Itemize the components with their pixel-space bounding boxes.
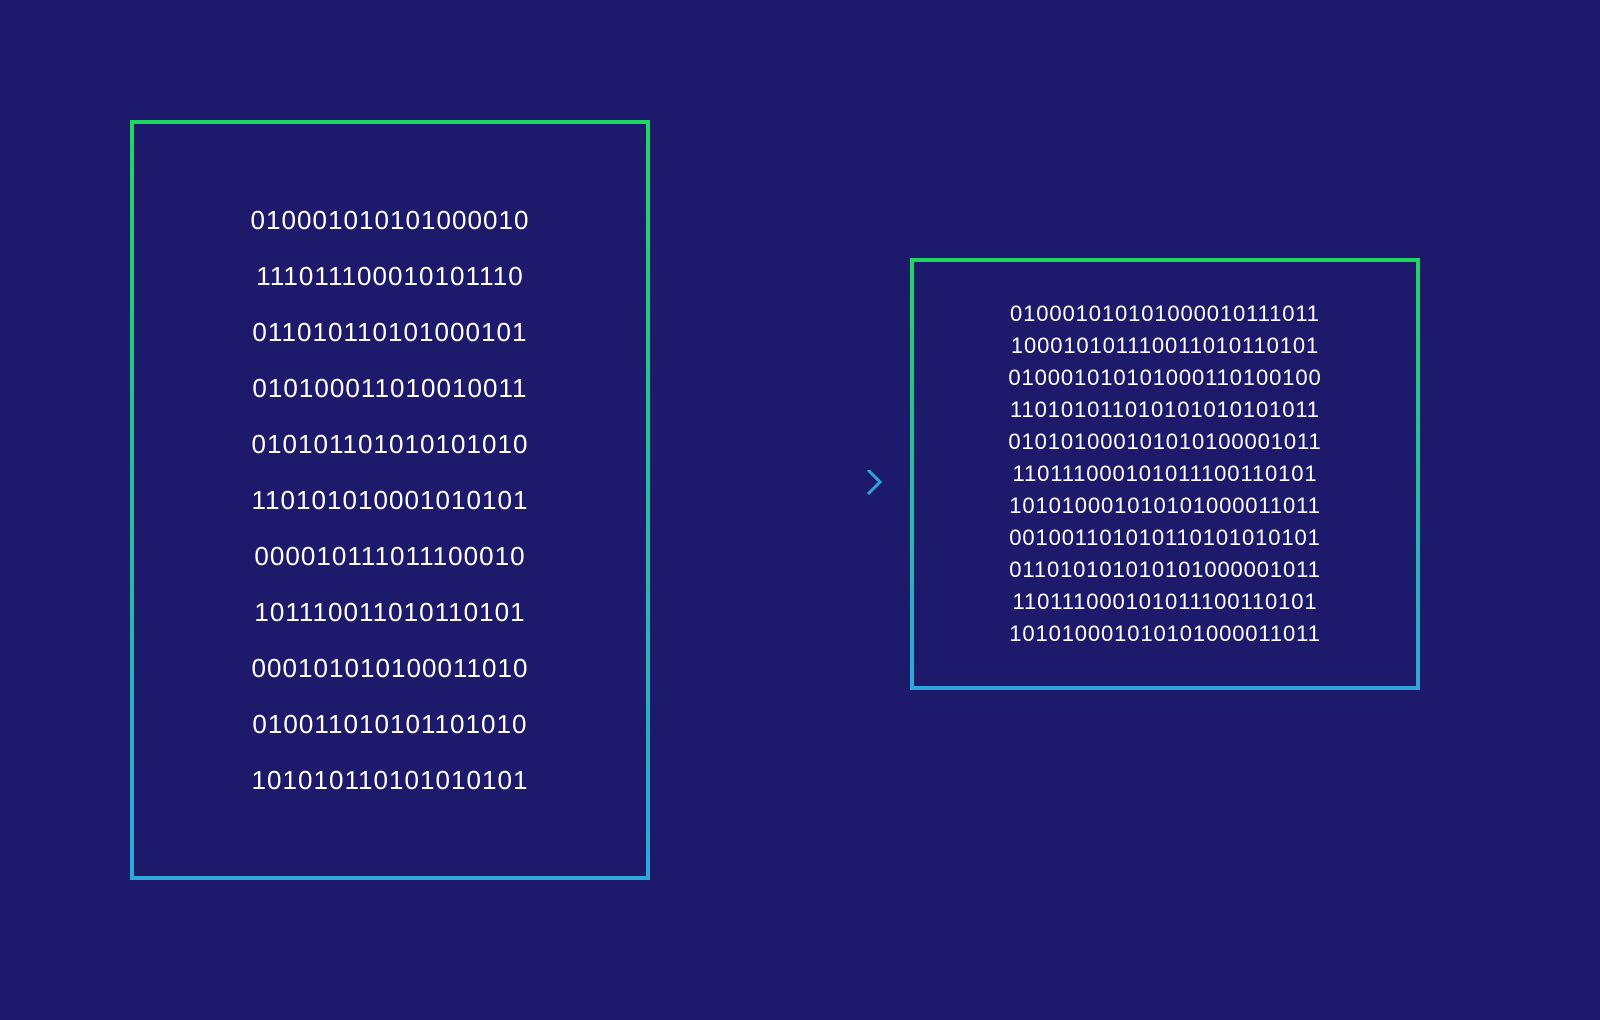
binary-line: 010001010101000010 (251, 192, 530, 248)
left-data-box: 0100010101010000101110111000101011100110… (130, 120, 650, 880)
diagram-canvas: 0100010101010000101110111000101011100110… (0, 0, 1600, 1020)
binary-line: 010101101010101010 (251, 416, 528, 472)
binary-line: 010011010101101010 (252, 696, 527, 752)
binary-line: 010100011010010011 (252, 360, 527, 416)
binary-line: 101010110101010101 (251, 752, 528, 808)
binary-line: 110101011010101010101011 (1010, 394, 1320, 426)
arrow-icon (668, 470, 892, 518)
binary-line: 011010110101000101 (252, 304, 527, 360)
right-box-content: 0100010101010000101110111000101011100110… (1008, 298, 1321, 650)
binary-line: 100010101110011010110101 (1011, 330, 1319, 362)
binary-line: 110111000101011100110101 (1013, 458, 1318, 490)
binary-line: 101010001010101000011011 (1009, 618, 1321, 650)
right-data-box: 0100010101010000101110111000101011100110… (910, 258, 1420, 690)
binary-line: 000101010100011010 (251, 640, 528, 696)
binary-line: 010001010101000010111011 (1010, 298, 1320, 330)
binary-line: 101110011010110101 (254, 584, 525, 640)
left-box-content: 0100010101010000101110111000101011100110… (251, 192, 530, 808)
binary-line: 000010111011100010 (254, 528, 525, 584)
binary-line: 011010101010101000001011 (1009, 554, 1321, 586)
binary-line: 010101000101010100001011 (1008, 426, 1321, 458)
binary-line: 111011100010101110 (256, 248, 523, 304)
binary-line: 110101010001010101 (251, 472, 528, 528)
binary-line: 010001010101000110100100 (1008, 362, 1321, 394)
binary-line: 001001101010110101010101 (1009, 522, 1321, 554)
binary-line: 110111000101011100110101 (1013, 586, 1318, 618)
binary-line: 101010001010101000011011 (1009, 490, 1321, 522)
